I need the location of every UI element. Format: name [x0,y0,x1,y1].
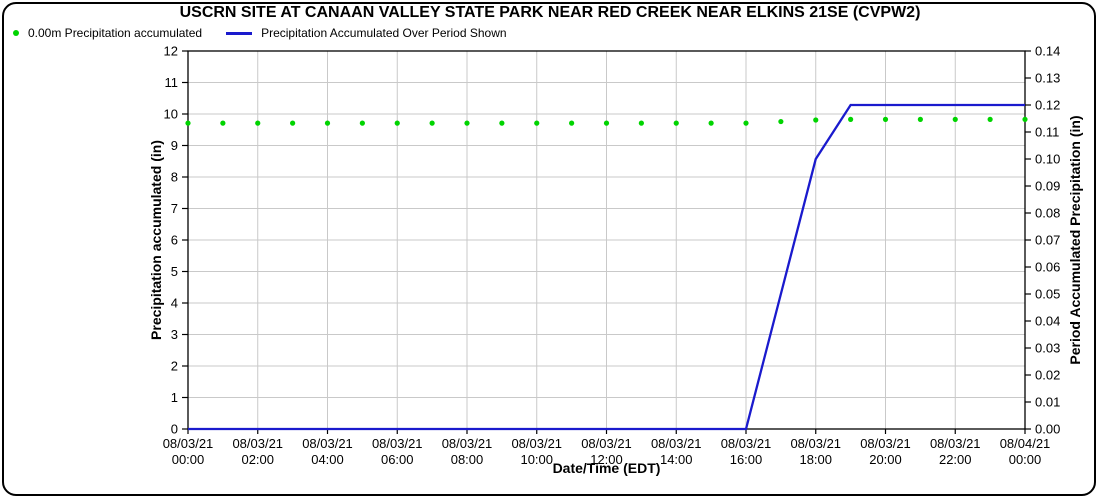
y-left-tick-label: 2 [171,359,178,374]
legend-line-marker-icon [226,31,253,35]
y-right-tick-label: 0.09 [1035,179,1060,194]
data-point-dot [220,120,226,126]
y-left-tick-label: 10 [164,107,178,122]
y-left-tick-label: 7 [171,201,178,216]
x-tick-date-label: 08/03/21 [372,436,423,451]
data-point-dot [185,120,191,126]
y-right-tick-label: 0.07 [1035,233,1060,248]
legend-dot-marker-icon [13,30,19,36]
x-tick-time-label: 00:00 [1009,452,1042,467]
x-tick-date-label: 08/03/21 [790,436,841,451]
y-right-tick-label: 0.02 [1035,368,1060,383]
y-left-tick-label: 3 [171,327,178,342]
data-point-dot [290,120,296,126]
y-left-tick-label: 11 [165,75,179,90]
y-right-tick-label: 0.01 [1035,395,1060,410]
y-right-tick-label: 0.04 [1035,314,1060,329]
data-point-dot [464,120,470,126]
data-point-dot [848,116,854,122]
data-point-dot [394,120,400,126]
x-tick-date-label: 08/03/21 [511,436,562,451]
x-tick-date-label: 08/03/21 [163,436,214,451]
data-point-dot [603,120,610,126]
y-right-tick-label: 0.05 [1035,287,1060,302]
x-tick-date-label: 08/03/21 [721,436,772,451]
gridlines [188,51,1025,429]
x-tick-time-label: 06:00 [381,452,414,467]
right-axis-title: Period Accumulated Precipitation (in) [1067,115,1083,365]
x-tick-time-label: 12:00 [590,452,623,467]
y-right-tick-label: 0.12 [1035,98,1060,113]
data-point-dot [324,120,331,126]
data-point-dot [359,120,365,126]
data-point-dot [743,120,749,126]
x-tick-time-label: 14:00 [660,452,693,467]
legend-item-period: Precipitation Accumulated Over Period Sh… [226,26,507,40]
x-tick-date-label: 08/03/21 [581,436,632,451]
data-point-dot [778,118,784,125]
data-point-dot [673,120,679,126]
period-accumulated-line-series [188,103,1025,431]
legend: 0.00m Precipitation accumulated Precipit… [13,26,507,40]
x-axis-title: Date/Time (EDT) [552,460,661,476]
data-point-dot [813,117,819,123]
data-point-dot [987,116,993,122]
x-tick-date-label: 08/03/21 [302,436,353,451]
tick-labels: 01234567891011120.000.010.020.030.040.05… [163,44,1061,468]
data-point-dot [917,116,923,122]
data-point-dot [708,120,714,126]
legend-label-accumulated: 0.00m Precipitation accumulated [28,26,203,40]
x-tick-time-label: 10:00 [520,452,553,467]
data-point-dot [638,120,644,126]
y-left-tick-label: 1 [171,390,178,405]
x-tick-date-label: 08/03/21 [442,436,493,451]
x-tick-time-label: 02:00 [241,452,274,467]
x-tick-date-label: 08/03/21 [232,436,283,451]
x-tick-date-label: 08/04/21 [1000,436,1051,451]
y-right-tick-label: 0.08 [1035,206,1060,221]
x-tick-time-label: 18:00 [799,452,832,467]
y-right-tick-label: 0.03 [1035,341,1060,356]
y-right-tick-label: 0.00 [1035,422,1060,437]
y-left-tick-label: 8 [171,170,178,185]
left-axis-title: Precipitation accumulated (in) [148,140,164,340]
legend-item-accumulated: 0.00m Precipitation accumulated [13,26,202,40]
x-tick-time-label: 20:00 [869,452,902,467]
x-tick-time-label: 00:00 [172,452,205,467]
y-left-tick-label: 4 [171,296,178,311]
legend-label-period: Precipitation Accumulated Over Period Sh… [261,26,507,40]
chart-title: USCRN SITE AT CANAAN VALLEY STATE PARK N… [179,4,921,21]
data-point-dot [255,120,261,126]
y-right-tick-label: 0.11 [1035,125,1059,140]
y-left-tick-label: 0 [171,422,178,437]
y-right-tick-label: 0.13 [1035,71,1060,86]
data-point-dot [569,120,575,126]
x-tick-date-label: 08/03/21 [860,436,911,451]
data-point-dot [499,120,505,126]
x-tick-time-label: 08:00 [451,452,484,467]
x-tick-date-label: 08/03/21 [930,436,981,451]
data-point-dot [952,116,958,122]
y-left-tick-label: 6 [171,233,178,248]
data-point-dot [429,120,435,126]
x-tick-time-label: 04:00 [311,452,344,467]
y-right-tick-label: 0.14 [1035,44,1060,59]
data-point-dot [882,116,889,122]
y-right-tick-label: 0.10 [1035,152,1060,167]
data-point-dot [1022,116,1028,122]
y-left-tick-label: 9 [171,138,178,153]
y-right-tick-label: 0.06 [1035,260,1060,275]
accumulated-precip-dot-series [185,116,1028,126]
x-tick-date-label: 08/03/21 [651,436,702,451]
x-tick-time-label: 16:00 [730,452,763,467]
x-tick-time-label: 22:00 [939,452,972,467]
y-left-tick-label: 5 [171,264,178,279]
y-left-tick-label: 12 [164,44,178,59]
data-point-dot [534,120,540,126]
